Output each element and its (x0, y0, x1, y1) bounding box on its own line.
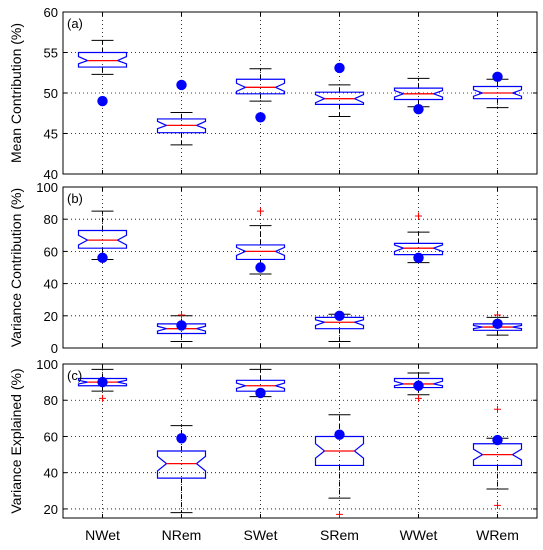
box-wwet (393, 77, 444, 115)
notched-box (77, 229, 128, 249)
reference-dot (176, 433, 187, 444)
notched-box (472, 443, 523, 467)
box-swet (235, 68, 286, 123)
notched-box (235, 244, 286, 261)
y-tick-label: 100 (36, 357, 58, 372)
box-wwet (393, 212, 444, 264)
reference-dot (334, 62, 345, 74)
x-tick-label: SRem (320, 527, 359, 543)
y-tick-label: 80 (44, 393, 58, 408)
outlier-marker (99, 394, 106, 402)
panel-c-variance-explained: 20 40 60 80 100 (c) Variance Explained (%) (8, 357, 538, 519)
x-axis-category-labels: NWet NRem SWet SRem WWet WRem (85, 527, 519, 543)
reference-dot (97, 252, 108, 264)
y-axis-label: Variance Explained (%) (8, 368, 24, 513)
reference-dot (334, 429, 345, 440)
y-tick-label: 60 (44, 429, 58, 444)
panel-label: (a) (67, 16, 83, 31)
outlier-marker (494, 405, 501, 413)
notched-box (235, 379, 286, 392)
panel-a-mean-contribution: 40 45 50 55 60 (a) Mean Contribution (%) (8, 5, 538, 182)
notched-box (314, 91, 365, 105)
y-tick-label: 20 (44, 502, 58, 517)
reference-dot (97, 376, 108, 388)
box-srem (314, 310, 365, 343)
panel-label: (b) (67, 191, 83, 206)
y-tick-label: 50 (44, 86, 58, 101)
notched-box (314, 316, 365, 330)
x-tick-label: SWet (244, 527, 278, 543)
y-tick-label: 20 (44, 309, 58, 324)
notched-box (393, 377, 444, 389)
box-wwet (393, 372, 444, 402)
x-tick-label: NWet (85, 527, 120, 543)
y-tick-label: 45 (44, 127, 58, 142)
plot-frame (62, 11, 538, 175)
y-tick-label: 0 (51, 341, 58, 356)
box-nwet (77, 368, 128, 402)
outlier-marker (336, 510, 343, 518)
reference-dot (334, 310, 345, 321)
y-tick-label: 40 (44, 167, 58, 182)
reference-dot (255, 262, 266, 273)
box-swet (235, 207, 286, 275)
reference-dot (492, 434, 503, 446)
reference-dot (176, 320, 187, 331)
reference-dot (492, 71, 503, 83)
x-tick-label: WRem (476, 527, 519, 543)
y-tick-label: 100 (36, 180, 58, 195)
outlier-marker (415, 212, 422, 220)
box-nwet (77, 210, 128, 264)
panel-b-variance-contribution: 0 20 40 60 80 100 (b) Variance Contribution (%) (8, 180, 538, 356)
y-axis-label: Variance Contribution (%) (8, 188, 24, 347)
outlier-marker (257, 207, 264, 215)
notched-box (472, 323, 523, 331)
reference-dot (413, 104, 424, 115)
notched-box (156, 118, 207, 134)
notched-box (77, 51, 128, 68)
x-tick-label: WWet (400, 527, 438, 543)
box-wrem (472, 311, 523, 336)
notched-box (156, 450, 207, 479)
y-axis-label: Mean Contribution (%) (8, 23, 24, 163)
y-tick-label: 55 (44, 46, 58, 61)
reference-dot (413, 380, 424, 391)
outlier-marker (178, 311, 185, 319)
reference-dot (255, 387, 266, 399)
plot-frame (62, 186, 538, 349)
y-tick-label: 80 (44, 212, 58, 227)
reference-dot (492, 318, 503, 330)
box-swet (235, 368, 286, 399)
outlier-marker (494, 311, 501, 319)
notched-box (314, 435, 365, 467)
outlier-marker (494, 501, 501, 509)
box-nrem (156, 79, 207, 146)
notched-box (393, 87, 444, 101)
y-tick-label: 60 (44, 244, 58, 259)
plot-frame (62, 363, 538, 519)
notched-box (235, 78, 286, 95)
box-nrem (156, 311, 207, 343)
box-nrem (156, 425, 207, 514)
y-tick-label: 40 (44, 466, 58, 481)
y-tick-label: 40 (44, 277, 58, 292)
panel-label: (c) (67, 368, 82, 383)
reference-dot (413, 252, 424, 264)
box-wrem (472, 71, 523, 109)
box-nwet (77, 39, 128, 107)
outlier-marker (415, 394, 422, 402)
notched-box (77, 377, 128, 387)
reference-dot (97, 95, 108, 107)
box-srem (314, 62, 365, 117)
box-wrem (472, 405, 523, 509)
notched-box (393, 242, 444, 256)
reference-dot (255, 112, 266, 123)
reference-dot (176, 79, 187, 91)
notched-box (156, 323, 207, 335)
y-tick-label: 60 (44, 5, 58, 20)
box-srem (314, 414, 365, 518)
x-tick-label: NRem (162, 527, 202, 543)
notched-box (472, 85, 523, 100)
